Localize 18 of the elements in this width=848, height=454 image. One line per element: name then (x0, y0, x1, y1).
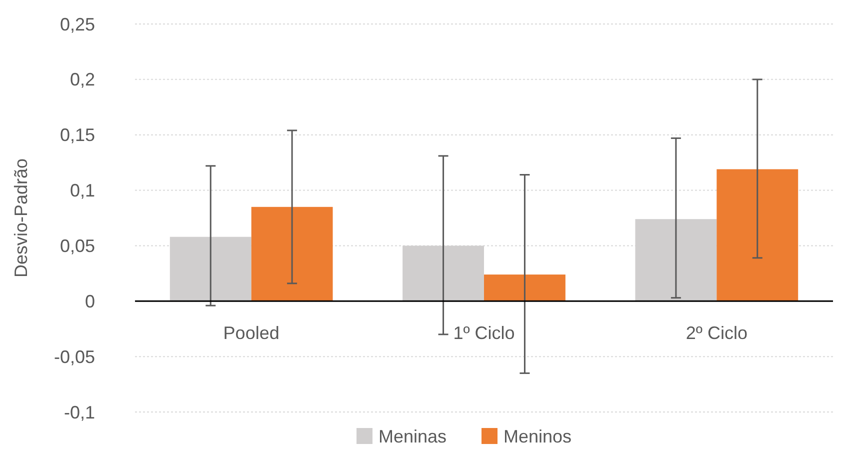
bar (251, 206, 333, 302)
x-tick-label: 1º Ciclo (453, 323, 515, 344)
y-tick-label: 0,25 (60, 14, 95, 34)
y-tick-label: 0,2 (70, 70, 95, 90)
y-tick-label: 0 (84, 291, 95, 312)
bar (635, 219, 717, 302)
y-axis-title: Desvio-Padrão (11, 158, 31, 278)
bar (716, 169, 798, 302)
y-tick-label: 0,05 (60, 236, 95, 256)
y-tick-label: 0,15 (60, 125, 95, 146)
y-tick-label: -0,05 (54, 346, 95, 367)
x-tick-label: Pooled (223, 323, 280, 344)
y-tick-label: 0,1 (70, 180, 95, 201)
y-tick-label: -0,1 (64, 402, 95, 422)
bar (484, 274, 566, 302)
legend-label: Meninos (504, 426, 572, 446)
x-tick-label: 2º Ciclo (686, 323, 748, 344)
legend-label: Meninas (378, 426, 447, 446)
